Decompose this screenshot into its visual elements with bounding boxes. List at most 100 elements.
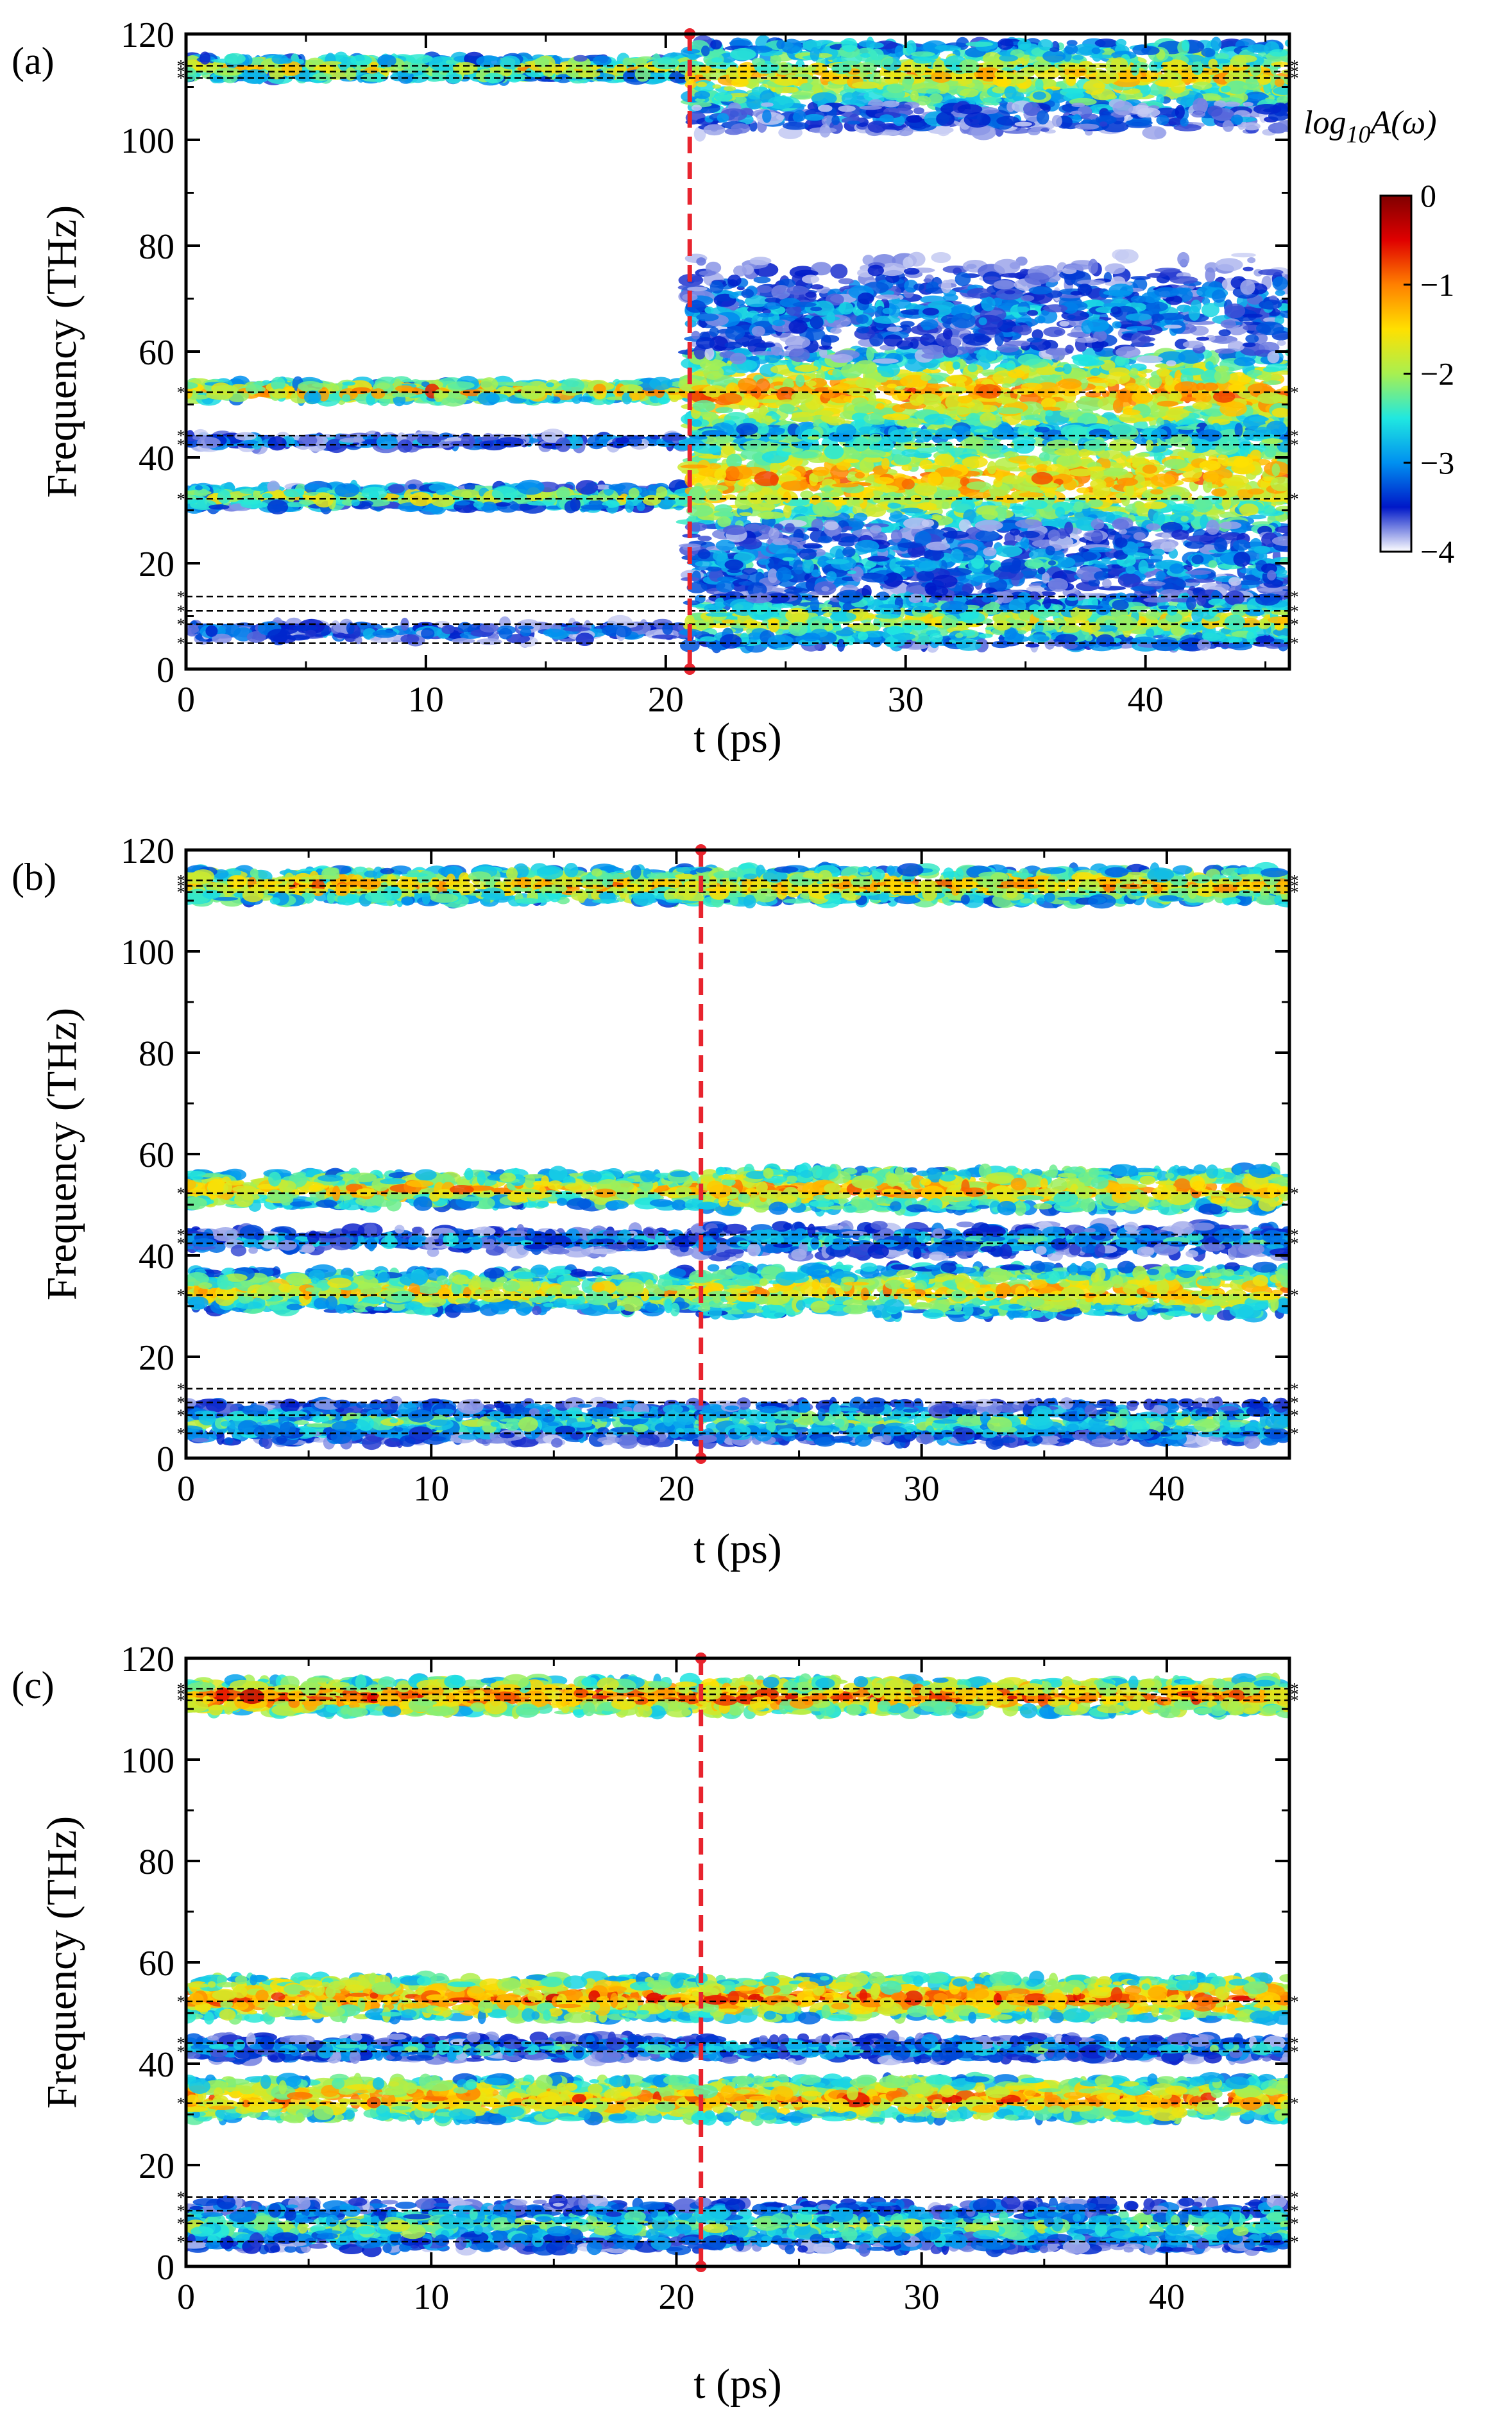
density-blob [195, 485, 203, 491]
density-blob [372, 629, 397, 638]
density-blob [851, 397, 868, 407]
density-blob [218, 71, 242, 76]
density-blob [1219, 401, 1247, 417]
density-blob [913, 107, 924, 115]
density-blob [1175, 105, 1185, 119]
density-blob [628, 488, 640, 498]
density-blob [1248, 94, 1269, 99]
density-blob [1269, 49, 1288, 57]
density-blob [206, 389, 234, 400]
density-blob [860, 53, 871, 58]
density-blob [1246, 44, 1269, 53]
density-blob [1224, 101, 1241, 107]
density-blob [978, 348, 987, 357]
density-blob [342, 394, 351, 402]
density-blob [910, 51, 935, 57]
density-blob [1208, 58, 1218, 69]
density-blob [191, 395, 209, 400]
density-blob [800, 83, 813, 92]
density-blob [339, 438, 366, 443]
density-blob [964, 112, 991, 128]
density-blob [281, 61, 303, 76]
density-blob [407, 484, 417, 490]
density-blob [1156, 368, 1170, 377]
density-blob [1001, 383, 1012, 388]
density-blob [642, 495, 661, 506]
density-blob [392, 392, 417, 398]
density-blob [649, 377, 673, 391]
density-blob [1125, 119, 1153, 126]
density-blob [1083, 80, 1105, 96]
density-blob [771, 414, 781, 420]
density-blob [429, 56, 455, 71]
density-blob [952, 361, 961, 370]
density-blob [811, 85, 822, 92]
density-blob [855, 377, 878, 389]
density-blob [946, 361, 955, 375]
density-blob [652, 57, 680, 70]
density-blob [241, 439, 259, 445]
density-blob [1017, 353, 1041, 366]
density-blob [791, 391, 813, 404]
density-blob [960, 89, 979, 98]
panel-a: * ** ** ** ** ** ** ** ** ** ** *0 10 20 30 40020406080… [12, 15, 1299, 761]
density-blob [377, 54, 396, 67]
density-blob [717, 393, 743, 404]
density-blob [350, 55, 372, 66]
density-blob [1088, 360, 1105, 366]
density-blob [909, 393, 924, 406]
density-blob [1051, 115, 1062, 127]
density-blob [500, 55, 520, 70]
density-blob [342, 381, 356, 386]
density-blob [731, 123, 751, 134]
density-blob [262, 493, 273, 499]
density-blob [434, 389, 444, 402]
density-blob [1156, 115, 1169, 126]
density-blob [573, 55, 588, 62]
density-blob [1228, 384, 1246, 393]
density-blob [1075, 123, 1100, 130]
density-blob [882, 100, 900, 108]
density-blob [334, 483, 360, 498]
density-blob [866, 346, 874, 362]
density-blob [400, 634, 420, 644]
density-blob [822, 72, 835, 81]
density-blob [743, 393, 752, 399]
density-blob [776, 40, 785, 49]
density-blob [688, 54, 697, 60]
density-blob [1045, 410, 1053, 416]
density-blob [879, 114, 894, 123]
density-blob [1116, 38, 1126, 47]
density-blob [615, 437, 629, 444]
density-blob [615, 625, 632, 638]
density-blob [957, 104, 983, 115]
density-blob [819, 124, 831, 138]
density-blob [454, 500, 470, 506]
density-blob [1180, 117, 1189, 127]
density-blob [1165, 408, 1190, 419]
density-blob [738, 377, 757, 391]
density-blob [240, 501, 268, 509]
density-blob [651, 634, 677, 639]
density-blob [1091, 47, 1101, 55]
density-blob [397, 439, 413, 453]
density-blob [1061, 88, 1087, 93]
density-blob [1234, 357, 1256, 366]
density-blob [957, 395, 973, 404]
density-blob [1214, 53, 1229, 60]
density-blob [322, 61, 342, 65]
density-blob [934, 45, 960, 51]
density-blob [1051, 93, 1062, 101]
density-blob [473, 501, 484, 508]
density-blob [1257, 392, 1283, 404]
density-blob [887, 384, 897, 389]
density-blob [364, 67, 379, 74]
density-blob [298, 500, 314, 505]
density-blob [1191, 61, 1203, 75]
density-blob [832, 368, 842, 378]
density-blob [242, 69, 268, 84]
density-blob [999, 55, 1018, 62]
density-blob [217, 489, 231, 504]
density-blob [1253, 104, 1282, 115]
density-blob [200, 51, 211, 65]
